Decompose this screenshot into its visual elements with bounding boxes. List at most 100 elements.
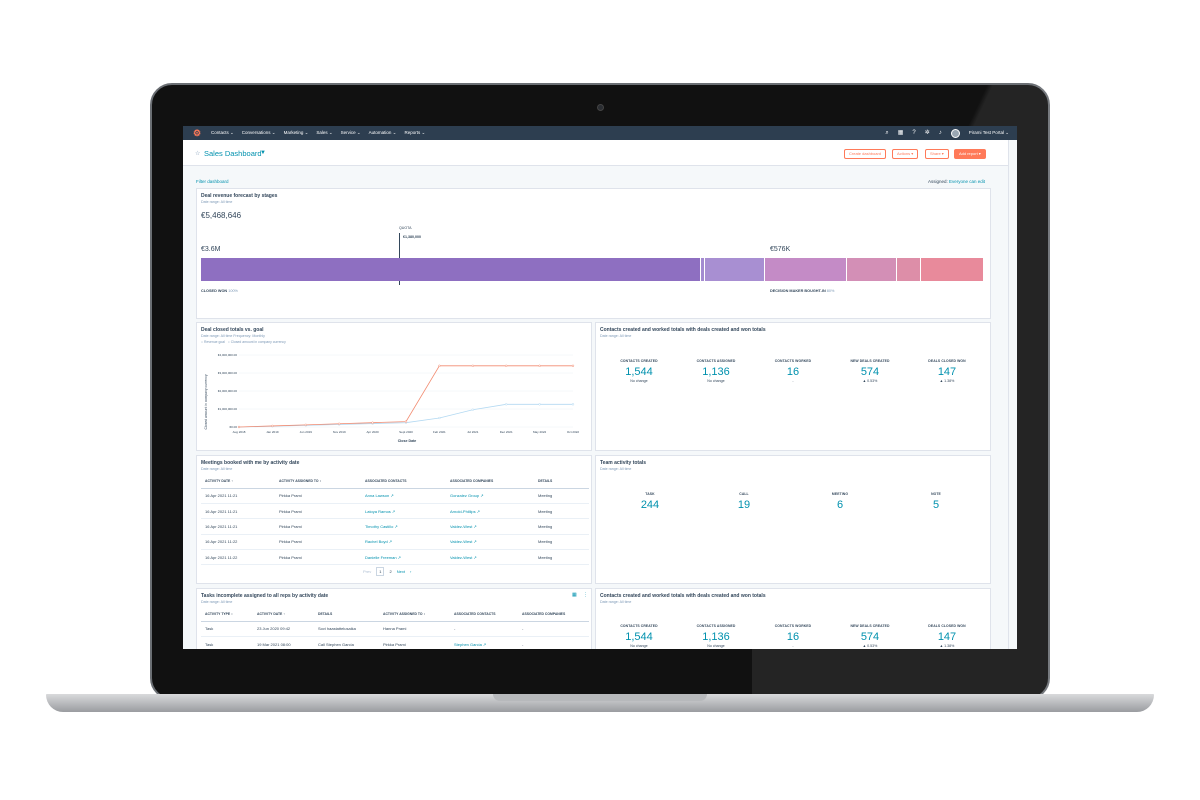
col-assigned-to[interactable]: ACTIVITY ASSIGNED TO ↕ [275,475,361,489]
stat-contacts-assigned: CONTACTS ASSIGNED 1,136 No change [696,624,736,648]
stage-segment[interactable] [701,258,705,281]
company-link[interactable]: Gonzalez Group ↗ [446,488,534,504]
contact-link[interactable]: Timothy Castillo ↗ [361,518,446,535]
prev-button[interactable]: Prev [363,569,372,574]
chevron-down-icon[interactable]: ▼ [260,150,266,156]
closed-point[interactable] [505,364,508,367]
closed-point[interactable] [571,364,575,367]
nav-service[interactable]: Service ⌄ [340,130,361,135]
stage-segment-closed-won[interactable] [201,258,701,281]
col-activity-date[interactable]: ACTIVITY DATE ↑ [253,608,314,622]
closed-point[interactable] [237,425,241,429]
company-link[interactable]: Valdez-West ↗ [446,534,534,551]
goal-point[interactable] [438,416,441,420]
help-icon[interactable]: ? [912,130,916,136]
hubspot-logo-icon[interactable]: ⚙ [193,128,202,138]
closed-series-line[interactable] [238,365,573,428]
legend-closed[interactable]: ○ Closed amount in company currency [227,340,286,344]
stage-segment[interactable] [921,258,983,281]
closed-point[interactable] [538,364,541,367]
goal-point[interactable] [538,403,541,406]
stat-task: TASK 244 [640,492,660,511]
contact-link[interactable]: Stephen Garcia ↗ [450,636,518,649]
goal-point[interactable] [505,403,508,406]
stage-segment[interactable] [847,258,897,281]
company-link[interactable]: Valdez-West ↗ [446,518,534,535]
stage-segment[interactable] [705,258,765,281]
company-link[interactable]: Valdez-West ↗ [446,549,534,566]
goal-point[interactable] [571,403,575,406]
assigned-label: Assigned: [928,179,948,184]
contacts-totals-card-2: Contacts created and worked totals with … [595,588,991,649]
company-link[interactable]: Arnold-Phillips ↗ [446,503,534,520]
card-subtitle: Date range: All time Frequency: Monthly [201,334,265,338]
share-button[interactable]: Share ▾ [925,149,949,159]
settings-gear-icon[interactable]: ✲ [924,130,930,136]
nav-marketing[interactable]: Marketing ⌄ [283,130,309,135]
x-tick-label: Dec 2021 [500,430,513,434]
card-subtitle: Date range: All time [201,200,233,204]
create-dashboard-button[interactable]: Create dashboard [844,149,887,159]
x-tick-label: Apr 2020 [367,430,380,434]
col-assigned-to[interactable]: ACTIVITY ASSIGNED TO ↕ [379,608,450,622]
portal-menu[interactable]: Pirami Test Portal ⌄ [968,130,1009,135]
assigned-info: Assigned: Everyone can edit [928,179,985,184]
table-row: 16 Apr 2021 11:22 Pirkka Prami Rachel Boyd… [201,534,589,551]
webcam [597,104,604,111]
contact-link[interactable]: Rachel Boyd ↗ [361,534,446,551]
nav-conversations[interactable]: Conversations ⌄ [241,130,276,135]
nav-sales[interactable]: Sales ⌄ [316,130,333,135]
closed-point[interactable] [471,364,474,367]
actions-button[interactable]: Actions ▾ [892,149,919,159]
table-header-row: ACTIVITY DATE ↑ ACTIVITY ASSIGNED TO ↕ A… [201,475,589,489]
filter-dashboard-link[interactable]: Filter dashboard [196,179,229,184]
card-subtitle: Date range: All time [600,334,632,338]
stage-segment[interactable] [897,258,921,281]
closed-point[interactable] [404,420,408,423]
nav-contacts[interactable]: Contacts ⌄ [211,130,234,135]
x-tick-label: Aug 2018 [233,430,246,434]
grid-view-icon[interactable]: ▦ [572,592,577,598]
closed-point[interactable] [304,423,307,426]
page-1-button[interactable]: 1 [376,567,385,576]
next-button[interactable]: Next [396,569,405,574]
avatar[interactable] [950,128,960,138]
meetings-card: Meetings booked with me by activity date… [196,455,592,584]
add-report-button[interactable]: Add report ▾ [954,149,986,159]
contact-link[interactable]: Anna Lawson ↗ [361,488,446,504]
y-axis-label: Closed amount in company currency [204,374,208,429]
chevron-right-icon[interactable]: › [409,569,412,574]
right-stage-pct: 80% [826,289,835,293]
dashboard-title[interactable]: Sales Dashboard [204,149,262,158]
contact-link[interactable]: Danielle Freeman ↗ [361,549,446,566]
col-activity-type[interactable]: ACTIVITY TYPE ↕ [201,608,253,622]
notifications-bell-icon[interactable]: ♪ [938,130,942,136]
nav-automation[interactable]: Automation ⌄ [368,130,397,135]
col-activity-date[interactable]: ACTIVITY DATE ↑ [201,475,275,489]
goal-point[interactable] [471,408,474,411]
stat-contacts-created: CONTACTS CREATED 1,544 No change [620,359,658,383]
laptop-base [46,694,1154,712]
search-icon[interactable]: ⌕ [885,130,889,136]
legend-goal[interactable]: ○ Revenue goal [201,340,225,344]
more-options-icon[interactable]: ⋮ [583,592,588,598]
stage-segment-decision-maker[interactable] [765,258,847,281]
closed-point[interactable] [438,364,441,367]
closed-point[interactable] [338,422,341,425]
contact-link[interactable]: Latoya Ramos ↗ [361,503,446,520]
table-row: Task 19 Mar 2021 08:00 Call Stephen Garcia… [201,636,589,649]
right-stage-caption: DECISION MAKER BOUGHT-IN 80% [770,289,834,293]
left-stage-pct: 100% [228,289,238,293]
goal-line-chart: Closed amount in company currency Close … [204,353,579,443]
page-2-button[interactable]: 2 [389,569,392,574]
assigned-value-link[interactable]: Everyone can edit [949,179,986,184]
y-tick-label: €0.00 [229,425,237,429]
closed-point[interactable] [271,424,274,428]
favorite-star-icon[interactable]: ☆ [195,151,201,157]
right-sidebar-rail[interactable] [1008,140,1017,649]
marketplace-icon[interactable]: ▦ [897,130,904,136]
col-companies: ASSOCIATED COMPANIES [518,608,589,622]
x-tick-label: Feb 2021 [433,430,446,434]
closed-point[interactable] [371,421,374,424]
nav-reports[interactable]: Reports ⌄ [404,130,426,135]
